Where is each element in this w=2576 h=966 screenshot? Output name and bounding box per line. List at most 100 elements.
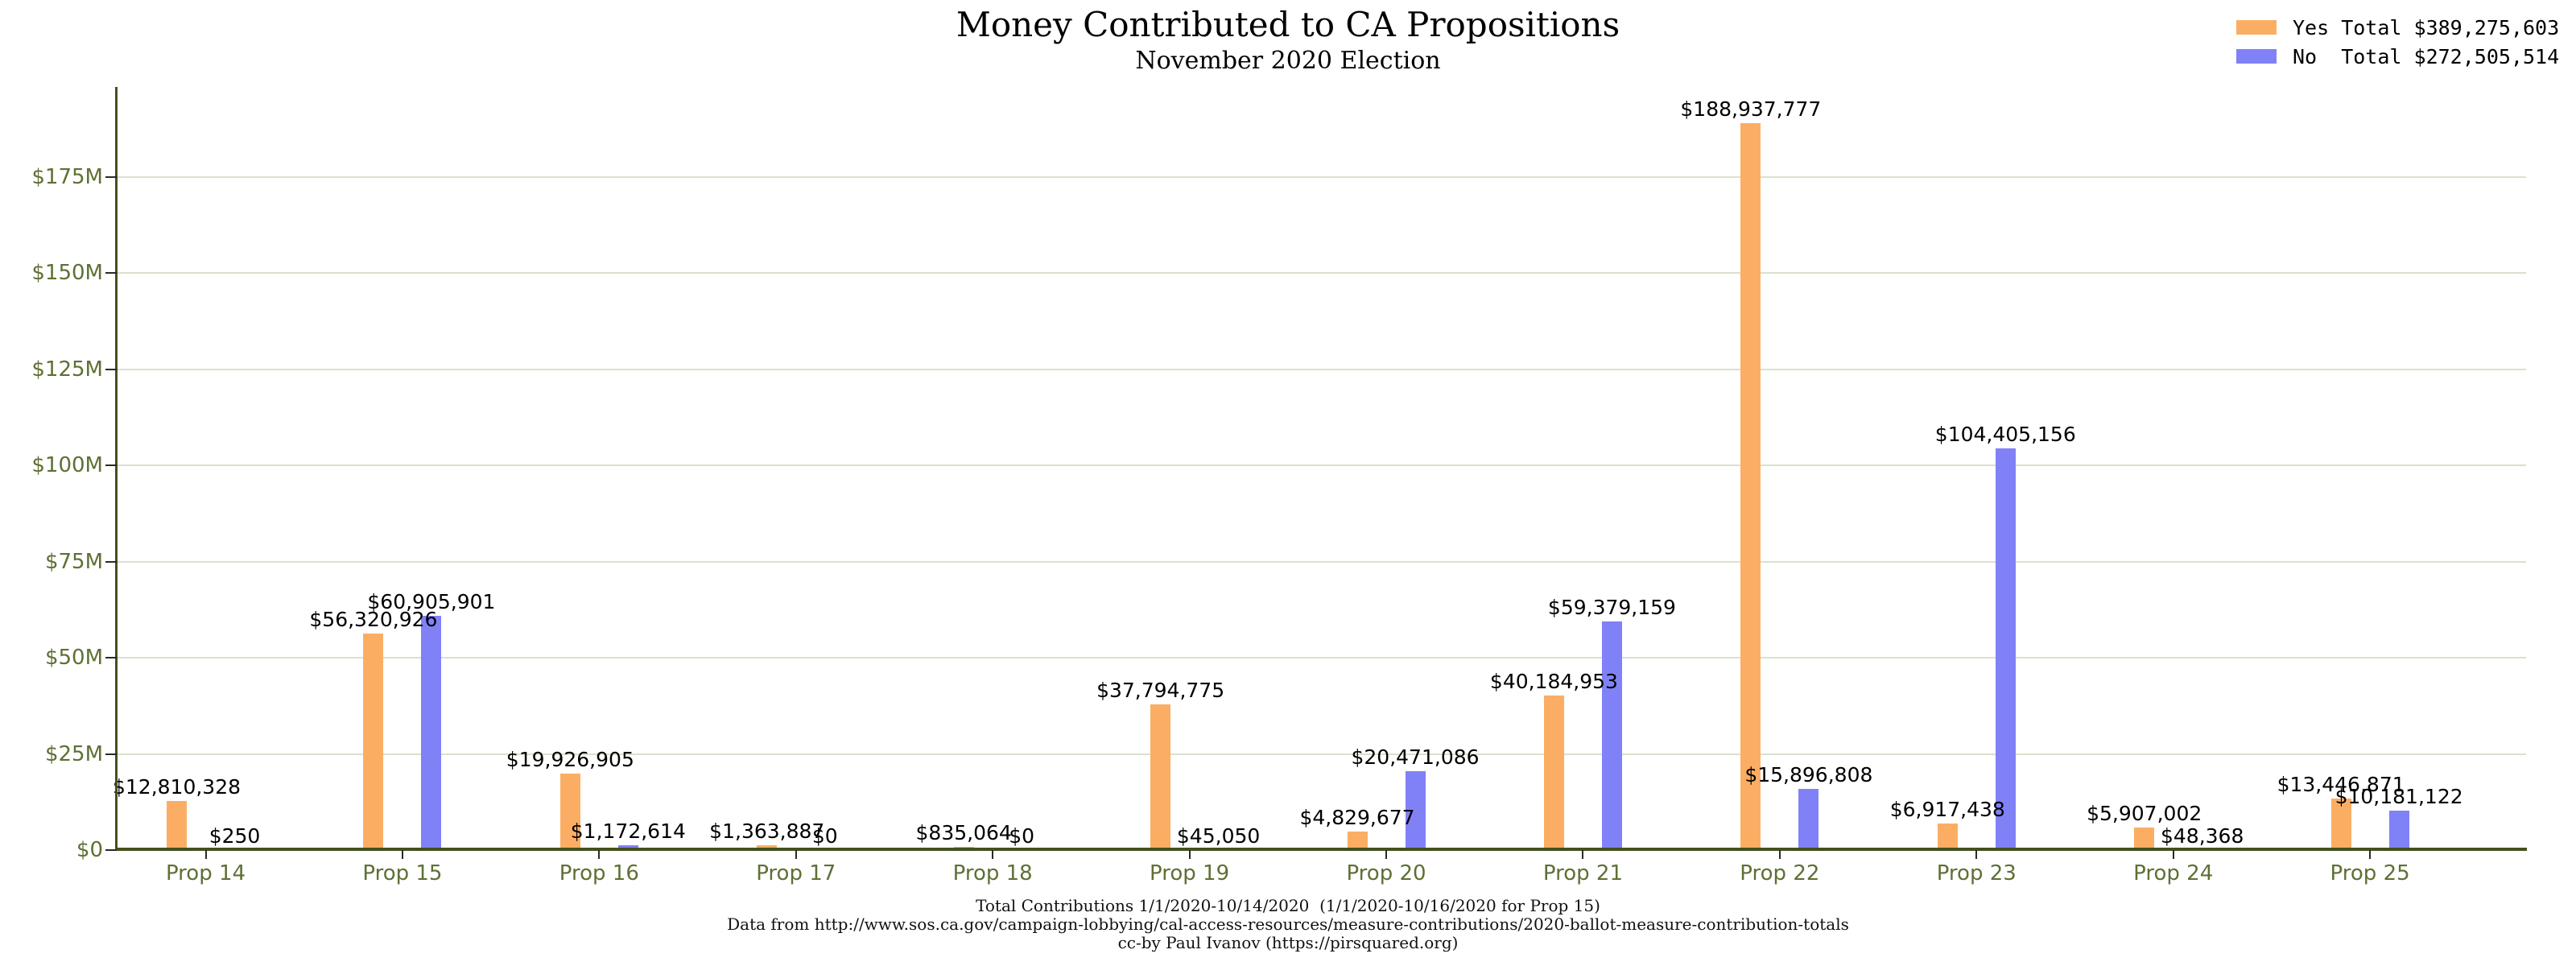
value-label-no-prop-21: $59,379,159 bbox=[1547, 596, 1676, 620]
legend-swatch-yes bbox=[2236, 20, 2277, 35]
x-tick bbox=[1975, 850, 1978, 859]
value-label-no-prop-24: $48,368 bbox=[2160, 824, 2244, 848]
value-label-no-prop-25: $10,181,122 bbox=[2334, 785, 2463, 809]
value-label-no-prop-17: $0 bbox=[811, 824, 838, 848]
caption-line-2: Data from http://www.sos.ca.gov/campaign… bbox=[727, 914, 1849, 934]
x-tick-label-prop-22: Prop 22 bbox=[1740, 861, 1820, 886]
x-tick bbox=[1188, 850, 1191, 859]
value-label-no-prop-15: $60,905,901 bbox=[367, 590, 496, 613]
x-tick bbox=[1778, 850, 1781, 859]
x-tick-label-prop-21: Prop 21 bbox=[1542, 861, 1623, 886]
grid-line bbox=[118, 657, 2526, 659]
value-label-yes-prop-21: $40,184,953 bbox=[1489, 670, 1618, 693]
x-tick-label-prop-25: Prop 25 bbox=[2330, 861, 2410, 886]
value-label-yes-prop-15: $56,320,926 bbox=[309, 607, 438, 631]
y-tick-label: $175M bbox=[31, 164, 103, 189]
legend-swatch-no bbox=[2236, 49, 2277, 64]
bar-yes-prop-14 bbox=[167, 800, 187, 850]
x-tick-label-prop-15: Prop 15 bbox=[362, 861, 443, 886]
bar-no-prop-23 bbox=[1995, 448, 2016, 850]
caption: Total Contributions 1/1/2020-10/14/2020 … bbox=[0, 897, 2576, 952]
grid-line bbox=[118, 753, 2526, 755]
grid-line bbox=[118, 175, 2526, 178]
bar-yes-prop-15 bbox=[363, 633, 384, 850]
y-tick bbox=[105, 849, 117, 851]
bar-yes-prop-24 bbox=[2134, 827, 2155, 850]
value-label-yes-prop-14: $12,810,328 bbox=[112, 774, 242, 799]
caption-line-3: cc-by Paul Ivanov (https://pirsquared.or… bbox=[1117, 933, 1459, 952]
y-tick-label: $150M bbox=[31, 261, 103, 286]
value-label-no-prop-16: $1,172,614 bbox=[570, 819, 686, 844]
bar-yes-prop-16 bbox=[559, 773, 580, 850]
chart-title: Money Contributed to CA Propositions bbox=[956, 5, 1620, 44]
value-label-no-prop-22: $15,896,808 bbox=[1744, 763, 1873, 787]
caption-line-1: Total Contributions 1/1/2020-10/14/2020 … bbox=[976, 896, 1600, 915]
y-tick bbox=[105, 560, 117, 563]
x-tick bbox=[598, 850, 601, 859]
y-axis-spine bbox=[115, 87, 118, 851]
y-tick-label: $0 bbox=[76, 838, 103, 862]
value-label-yes-prop-18: $835,064 bbox=[915, 821, 1012, 844]
x-tick-label-prop-18: Prop 18 bbox=[952, 861, 1033, 886]
x-tick bbox=[1385, 850, 1388, 859]
bar-yes-prop-20 bbox=[1347, 831, 1368, 850]
x-tick bbox=[2172, 850, 2174, 859]
y-tick bbox=[105, 464, 117, 467]
value-label-no-prop-19: $45,050 bbox=[1176, 824, 1261, 848]
x-tick-label-prop-23: Prop 23 bbox=[1936, 861, 2017, 886]
bar-no-prop-21 bbox=[1601, 621, 1622, 850]
bar-yes-prop-23 bbox=[1937, 824, 1958, 850]
y-tick-label: $25M bbox=[44, 741, 103, 766]
y-tick bbox=[105, 368, 117, 370]
bar-no-prop-25 bbox=[2388, 811, 2409, 850]
x-tick bbox=[1582, 850, 1584, 859]
value-label-yes-prop-17: $1,363,887 bbox=[709, 819, 825, 843]
x-tick-label-prop-16: Prop 16 bbox=[559, 861, 639, 886]
bar-no-prop-15 bbox=[421, 616, 442, 850]
legend-label-yes: Yes Total $389,275,603 bbox=[2293, 15, 2560, 39]
legend-row-yes: Yes Total $389,275,603 bbox=[2236, 13, 2559, 42]
value-label-no-prop-20: $20,471,086 bbox=[1351, 745, 1480, 770]
value-label-yes-prop-16: $19,926,905 bbox=[506, 747, 634, 771]
grid-line bbox=[118, 368, 2526, 370]
value-label-no-prop-14: $250 bbox=[208, 824, 261, 848]
legend: Yes Total $389,275,603 No Total $272,505… bbox=[2236, 13, 2559, 71]
y-tick bbox=[105, 657, 117, 659]
x-tick-label-prop-14: Prop 14 bbox=[165, 861, 246, 886]
x-axis-spine bbox=[115, 848, 2527, 851]
bar-yes-prop-21 bbox=[1543, 696, 1564, 850]
bar-yes-prop-22 bbox=[1740, 123, 1761, 850]
grid-line bbox=[118, 272, 2526, 275]
bar-yes-prop-19 bbox=[1150, 704, 1171, 850]
x-tick-label-prop-17: Prop 17 bbox=[756, 861, 836, 886]
bar-no-prop-20 bbox=[1405, 771, 1426, 850]
bar-yes-prop-25 bbox=[2330, 798, 2351, 850]
y-tick-label: $100M bbox=[31, 453, 103, 478]
y-tick bbox=[105, 175, 117, 178]
value-label-yes-prop-24: $5,907,002 bbox=[2087, 801, 2202, 825]
value-label-yes-prop-25: $13,446,871 bbox=[2277, 772, 2405, 796]
x-tick bbox=[401, 850, 403, 859]
legend-row-no: No Total $272,505,514 bbox=[2236, 42, 2559, 71]
bar-no-prop-22 bbox=[1798, 789, 1819, 850]
y-tick bbox=[105, 272, 117, 275]
x-tick bbox=[2369, 850, 2372, 859]
value-label-no-prop-18: $0 bbox=[1009, 824, 1035, 848]
grid-line bbox=[118, 560, 2526, 563]
value-label-yes-prop-19: $37,794,775 bbox=[1096, 679, 1225, 703]
x-tick-label-prop-24: Prop 24 bbox=[2133, 861, 2214, 886]
x-tick bbox=[992, 850, 994, 859]
x-tick bbox=[795, 850, 797, 859]
y-tick-label: $50M bbox=[44, 646, 103, 671]
chart-subtitle: November 2020 Election bbox=[1135, 47, 1441, 75]
legend-label-no: No Total $272,505,514 bbox=[2293, 44, 2560, 68]
x-tick bbox=[204, 850, 207, 859]
value-label-yes-prop-20: $4,829,677 bbox=[1299, 805, 1415, 829]
grid-line bbox=[118, 464, 2526, 467]
y-tick-label: $75M bbox=[44, 549, 103, 574]
value-label-no-prop-23: $104,405,156 bbox=[1934, 423, 2076, 447]
x-tick-label-prop-20: Prop 20 bbox=[1346, 861, 1426, 886]
y-tick bbox=[105, 753, 117, 755]
value-label-yes-prop-23: $6,917,438 bbox=[1889, 798, 2005, 821]
